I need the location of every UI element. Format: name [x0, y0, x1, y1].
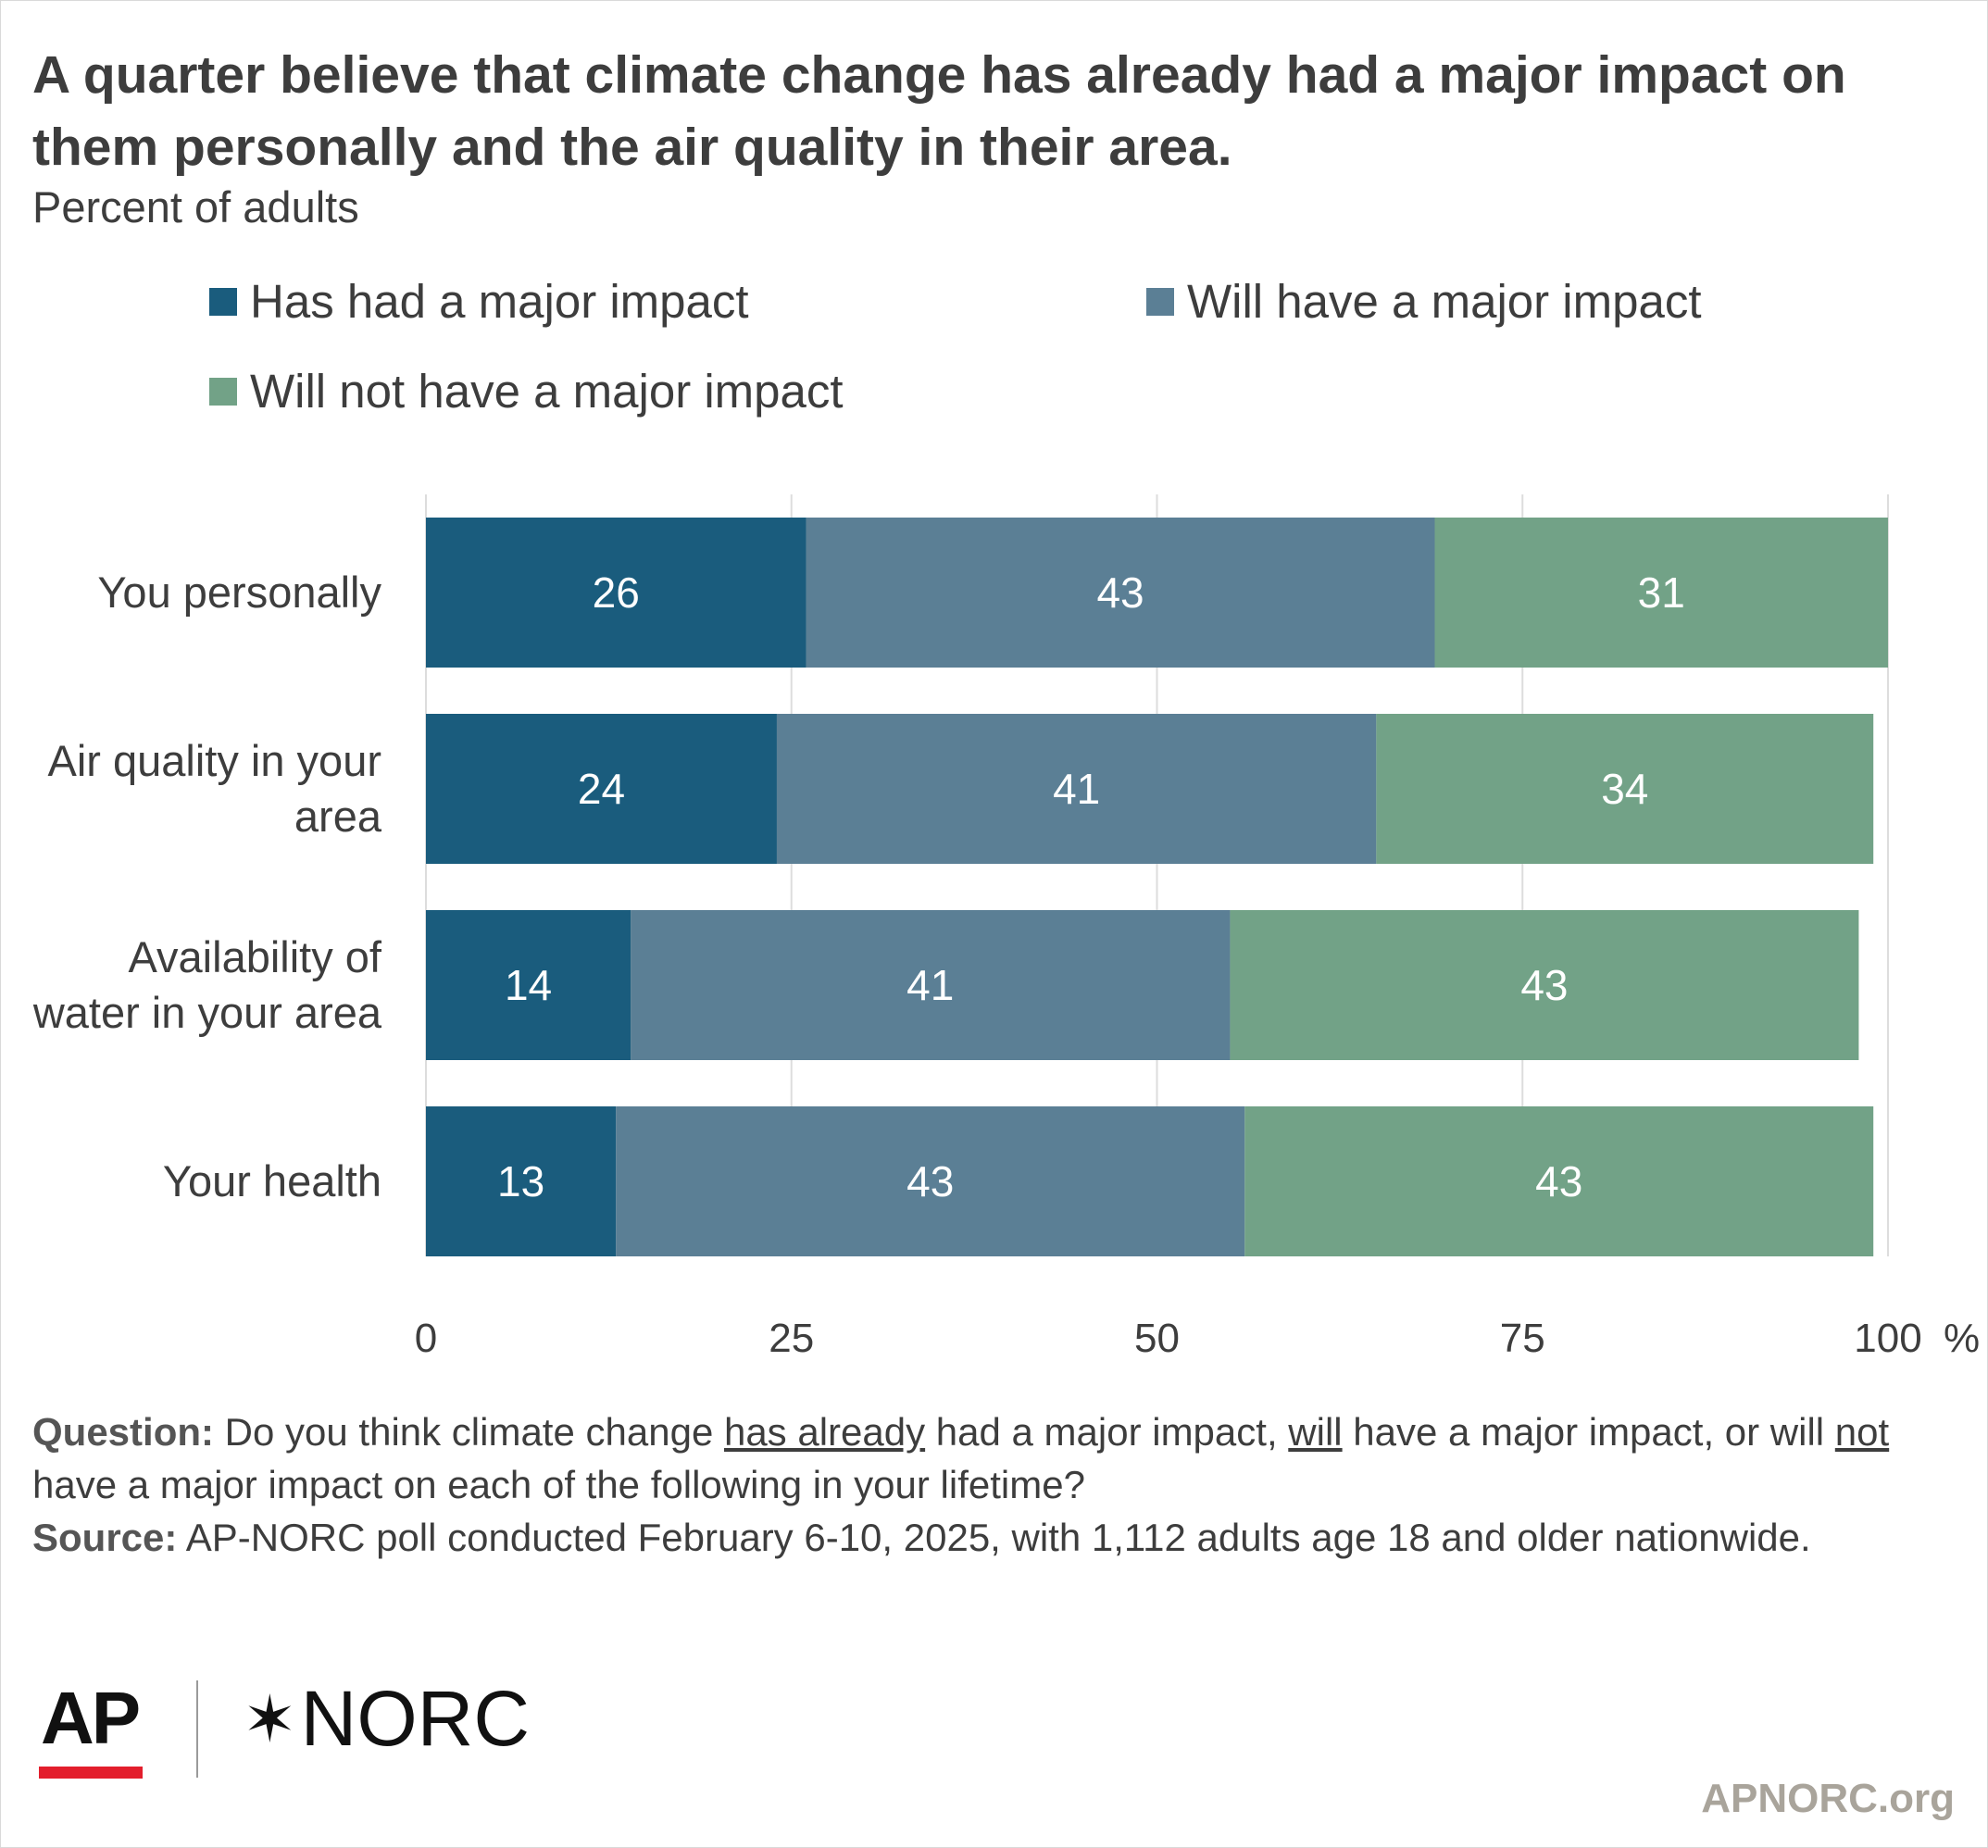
- chart-title: A quarter believe that climate change ha…: [32, 45, 1846, 177]
- legend-swatch-will-not: [209, 377, 237, 406]
- question-note: Question: Do you think climate change ha…: [32, 1405, 1958, 1511]
- x-axis-unit: %: [1944, 1316, 1980, 1361]
- category-label-0-line-0: You personally: [97, 568, 381, 617]
- bar-will-not-2: [1230, 910, 1859, 1060]
- bar-will-not-0: [1434, 518, 1888, 668]
- data-label-will-have-1: 41: [1053, 765, 1100, 813]
- legend-swatch-has-had: [209, 287, 237, 316]
- question-text-1: Do you think climate change: [224, 1410, 724, 1454]
- ap-logo-bar: [39, 1767, 143, 1779]
- x-tick-label-25: 25: [769, 1316, 814, 1361]
- bar-will-not-1: [1376, 714, 1874, 864]
- data-label-will-not-3: 43: [1535, 1157, 1582, 1205]
- chart-subtitle: Percent of adults: [32, 182, 359, 231]
- category-label-2-line-1: water in your area: [32, 988, 382, 1037]
- source-note: Source: AP-NORC poll conducted February …: [32, 1511, 1958, 1564]
- category-label-3-line-0: Your health: [163, 1156, 381, 1205]
- data-label-will-not-2: 43: [1520, 961, 1568, 1009]
- data-label-has-had-2: 14: [505, 961, 552, 1009]
- logo-divider: [196, 1680, 198, 1778]
- data-label-will-have-3: 43: [906, 1157, 954, 1205]
- bar-will-have-1: [776, 714, 1377, 864]
- bar-has-had-2: [426, 910, 631, 1060]
- norc-star-icon: ✶: [243, 1682, 297, 1755]
- ap-logo: AP: [41, 1677, 141, 1759]
- data-label-will-have-2: 41: [906, 961, 954, 1009]
- category-label-2-line-0: Availability of: [129, 932, 382, 981]
- x-tick-label-50: 50: [1134, 1316, 1180, 1361]
- data-label-has-had-0: 26: [593, 568, 640, 617]
- category-label-1-line-1: area: [294, 792, 382, 841]
- chart-notes: Question: Do you think climate change ha…: [32, 1405, 1958, 1564]
- site-url: APNORC.org: [1701, 1776, 1955, 1821]
- norc-wordmark: NORC: [300, 1675, 530, 1762]
- question-text-5: have a major impact, or will: [1342, 1410, 1835, 1454]
- data-label-will-not-0: 31: [1638, 568, 1685, 617]
- bar-will-have-2: [631, 910, 1231, 1060]
- question-text-3: had a major impact,: [925, 1410, 1289, 1454]
- legend-item-will-not: Will not have a major impact: [209, 364, 844, 418]
- bar-chart: 26 43 31 You personally 24 41 34 Air quality in…: [32, 494, 1980, 1361]
- source-text: AP-NORC poll conducted February 6-10, 20…: [185, 1516, 1811, 1559]
- norc-logo: ✶ NORC: [243, 1674, 530, 1764]
- source-label: Source:: [32, 1516, 178, 1559]
- question-text-2: has already: [723, 1410, 926, 1454]
- legend-item-will-have: Will have a major impact: [1146, 274, 1702, 329]
- bar-has-had-1: [426, 714, 777, 864]
- legend-item-has-had: Has had a major impact: [209, 274, 749, 329]
- bar-has-had-3: [426, 1106, 617, 1256]
- legend-label-will-have: Will have a major impact: [1187, 275, 1702, 328]
- category-label-1-line-0: Air quality in your: [48, 736, 382, 785]
- bar-will-have-3: [616, 1106, 1245, 1256]
- question-label: Question:: [32, 1410, 214, 1454]
- bar-will-not-3: [1244, 1106, 1874, 1256]
- x-tick-label-100: 100: [1854, 1316, 1921, 1361]
- legend-label-has-had: Has had a major impact: [250, 275, 749, 328]
- x-tick-label-75: 75: [1500, 1316, 1545, 1361]
- legend-label-will-not: Will not have a major impact: [250, 365, 844, 418]
- data-label-has-had-1: 24: [578, 765, 625, 813]
- question-text-7: have a major impact on each of the follo…: [32, 1463, 1085, 1506]
- data-label-will-have-0: 43: [1096, 568, 1144, 617]
- question-text-4: will: [1288, 1410, 1343, 1454]
- bar-has-had-0: [426, 518, 806, 668]
- legend-swatch-will-have: [1146, 287, 1174, 316]
- data-label-has-had-3: 13: [497, 1157, 544, 1205]
- x-tick-label-0: 0: [415, 1316, 437, 1361]
- bar-will-have-0: [806, 518, 1435, 668]
- question-text-6: not: [1834, 1410, 1890, 1454]
- data-label-will-not-1: 34: [1601, 765, 1648, 813]
